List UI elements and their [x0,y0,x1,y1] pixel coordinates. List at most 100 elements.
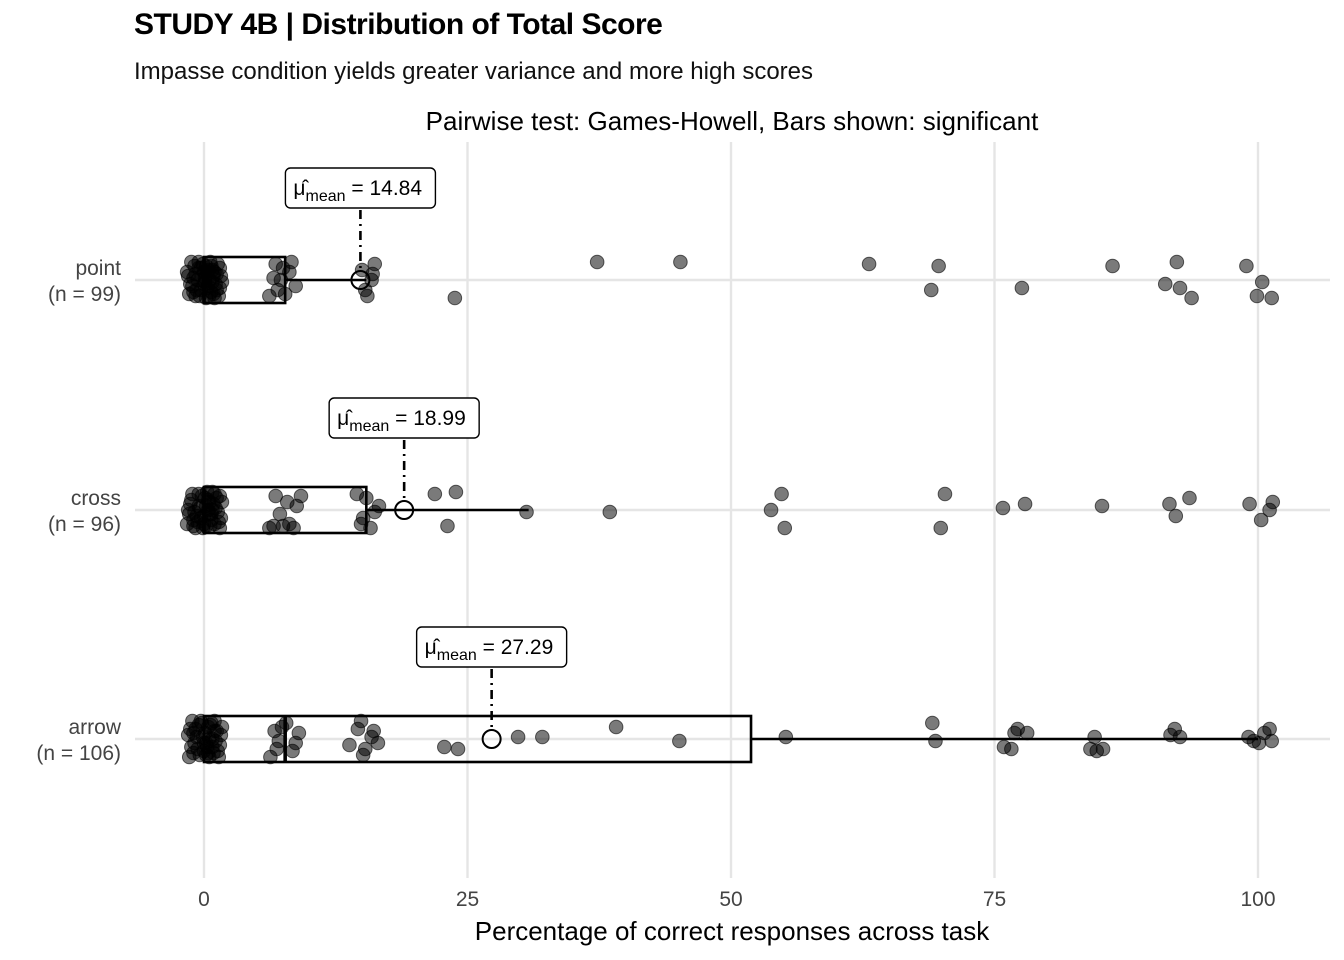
mean-label-mu: μ̂ [337,407,353,430]
data-point-point [923,282,939,298]
data-point-point [589,254,605,270]
data-point-arrow [437,739,452,755]
data-point-point [209,282,224,298]
data-point-cross [1162,496,1177,512]
data-point-arrow [925,715,940,731]
data-point-arrow [1264,733,1280,749]
data-point-cross [289,498,305,514]
data-point-arrow [342,737,357,753]
data-point-arrow [1019,725,1035,741]
data-point-point [1014,280,1030,296]
data-point-cross [1017,496,1033,512]
data-point-arrow [274,719,290,735]
group-arrow: arrow (n = 106) μ̂mean = 27.29 [36,626,1280,765]
data-point-arrow [366,723,381,739]
data-point-cross [519,504,534,520]
data-point-cross [427,486,443,502]
x-tick-label-25: 25 [456,888,479,911]
chart-title: STUDY 4B | Distribution of Total Score [134,8,663,41]
mean-label-mu: μ̂ [425,636,441,659]
y-tick-label-cross: cross [71,487,121,510]
data-point-point [861,256,877,272]
data-point-arrow [288,735,303,751]
data-point-point [179,264,195,280]
mean-label-value: = 14.84 [346,177,423,200]
data-point-point [1157,276,1173,292]
data-point-arrow [207,713,222,729]
x-tick-label-0: 0 [198,888,210,911]
data-point-arrow [200,745,216,761]
data-point-arrow [1087,729,1102,745]
data-point-point [1239,258,1254,274]
data-point-arrow [672,733,687,749]
data-point-cross [1265,494,1281,510]
mean-label-value: = 27.29 [477,636,553,659]
data-point-point [270,282,286,298]
data-point-arrow [928,733,943,749]
data-point-cross [774,486,789,502]
data-point-cross [272,506,288,522]
data-point-point [288,278,303,294]
data-point-cross [367,504,383,520]
mean-label-box-cross [328,397,480,439]
mean-label-subscript: mean [437,647,477,664]
data-point-arrow [1004,741,1019,757]
data-point-arrow [269,741,285,757]
data-point-cross [266,518,281,534]
data-point-cross [1182,490,1197,506]
data-point-point [357,282,373,298]
data-point-cross [995,500,1011,516]
data-point-arrow [1172,729,1188,745]
data-point-cross [777,520,793,536]
data-point-point [1169,254,1185,270]
mean-label-cross: μ̂mean = 18.99 [337,407,466,435]
data-point-cross [282,516,297,532]
data-point-cross [1242,496,1257,512]
y-tick-label-arrow: arrow [68,716,121,739]
data-point-point [188,288,203,304]
x-tick-label-75: 75 [983,888,1006,911]
mean-label-point: μ̂mean = 14.84 [293,177,422,205]
x-axis-label: Percentage of correct responses across t… [475,916,990,946]
data-point-arrow [186,725,201,741]
mean-marker-point [350,270,371,290]
data-point-cross [937,486,953,502]
data-point-cross [440,518,455,534]
data-point-cross [268,488,283,504]
data-point-arrow [778,729,794,745]
mean-label-arrow: μ̂mean = 27.29 [425,636,554,664]
mean-label-box-arrow [415,626,568,668]
data-point-point [673,254,688,270]
mean-label-mu: μ̂ [293,177,309,200]
data-point-arrow [535,729,550,745]
data-point-cross [763,502,779,518]
y-tick-n-label-arrow: (n = 106) [36,742,121,765]
mean-marker-arrow [481,729,502,749]
mean-label-box-point [284,167,437,209]
data-point-arrow [1095,741,1111,757]
y-tick-n-label-cross: (n = 96) [48,513,121,536]
data-point-point [1105,258,1120,274]
pairwise-caption: Pairwise test: Games-Howell, Bars shown:… [426,106,1039,136]
data-point-cross [353,516,369,532]
data-point-cross [602,504,618,520]
mean-label-value: = 18.99 [389,407,465,430]
y-tick-n-label-point: (n = 99) [48,283,121,306]
mean-label-subscript: mean [349,418,389,435]
data-point-cross [191,498,207,514]
data-point-cross [933,520,949,536]
y-tick-label-point: point [75,257,121,280]
data-point-arrow [608,719,624,735]
x-tick-label-100: 100 [1240,888,1275,911]
data-point-cross [1253,512,1269,528]
data-point-arrow [355,747,371,763]
data-point-cross [179,516,195,532]
x-tick-label-50: 50 [719,888,742,911]
data-point-cross [212,520,228,536]
data-point-arrow [1262,721,1277,737]
data-point-point [447,290,463,306]
group-point: point (n = 99) μ̂mean = 14.84 [48,167,1280,306]
data-point-point [1254,274,1270,290]
